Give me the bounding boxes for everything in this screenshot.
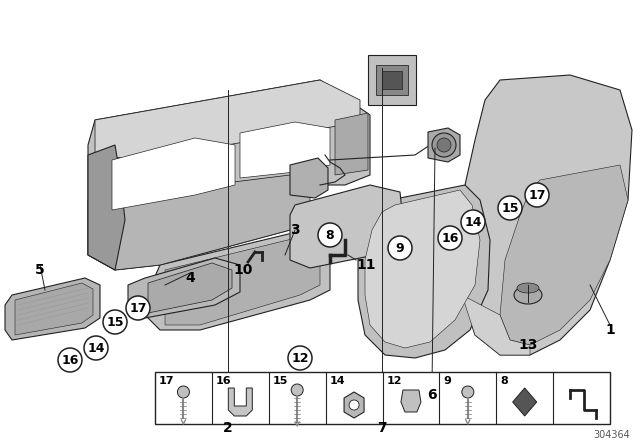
- Polygon shape: [140, 230, 330, 330]
- Polygon shape: [401, 390, 421, 412]
- Polygon shape: [365, 190, 480, 348]
- Text: 15: 15: [501, 202, 519, 215]
- Polygon shape: [513, 388, 537, 416]
- Circle shape: [437, 138, 451, 152]
- Circle shape: [58, 348, 82, 372]
- Text: 4: 4: [185, 271, 195, 285]
- Circle shape: [126, 296, 150, 320]
- Circle shape: [291, 384, 303, 396]
- Text: 16: 16: [442, 232, 459, 245]
- Text: 304364: 304364: [593, 430, 630, 440]
- Polygon shape: [240, 122, 330, 178]
- Text: 12: 12: [387, 376, 402, 386]
- Polygon shape: [165, 237, 320, 325]
- Polygon shape: [128, 258, 240, 318]
- Polygon shape: [88, 175, 310, 270]
- Text: 8: 8: [500, 376, 508, 386]
- Text: 2: 2: [223, 421, 233, 435]
- Text: 16: 16: [61, 353, 79, 366]
- Polygon shape: [5, 278, 100, 340]
- Ellipse shape: [514, 286, 542, 304]
- Circle shape: [432, 133, 456, 157]
- Circle shape: [462, 386, 474, 398]
- Text: 17: 17: [129, 302, 147, 314]
- Circle shape: [318, 223, 342, 247]
- Circle shape: [461, 210, 485, 234]
- Bar: [155, 372, 610, 424]
- Polygon shape: [462, 295, 530, 355]
- Text: 16: 16: [216, 376, 232, 386]
- Polygon shape: [228, 388, 252, 416]
- Ellipse shape: [517, 283, 539, 293]
- Polygon shape: [428, 128, 460, 162]
- Text: 7: 7: [377, 421, 387, 435]
- Polygon shape: [95, 80, 360, 160]
- Polygon shape: [290, 158, 328, 198]
- Text: 12: 12: [291, 352, 308, 365]
- Text: 17: 17: [159, 376, 175, 386]
- Circle shape: [388, 236, 412, 260]
- Polygon shape: [500, 165, 628, 345]
- Text: 9: 9: [396, 241, 404, 254]
- Polygon shape: [112, 138, 235, 210]
- Text: 11: 11: [356, 258, 376, 272]
- Circle shape: [498, 196, 522, 220]
- Text: 9: 9: [444, 376, 451, 386]
- Text: 5: 5: [35, 263, 45, 277]
- Polygon shape: [358, 185, 490, 358]
- Text: 15: 15: [106, 315, 124, 328]
- Circle shape: [349, 400, 359, 410]
- Text: 6: 6: [427, 388, 437, 402]
- Text: 14: 14: [330, 376, 345, 386]
- Polygon shape: [335, 113, 368, 175]
- Circle shape: [177, 386, 189, 398]
- Polygon shape: [88, 145, 125, 270]
- Text: 17: 17: [528, 189, 546, 202]
- Circle shape: [103, 310, 127, 334]
- Text: 10: 10: [233, 263, 252, 277]
- Polygon shape: [290, 185, 405, 268]
- Text: 8: 8: [326, 228, 334, 241]
- Circle shape: [438, 226, 462, 250]
- Bar: [368, 55, 416, 105]
- Text: 14: 14: [464, 215, 482, 228]
- Bar: [376, 65, 408, 95]
- Circle shape: [84, 336, 108, 360]
- Circle shape: [288, 346, 312, 370]
- Circle shape: [525, 183, 549, 207]
- Polygon shape: [15, 283, 93, 335]
- Polygon shape: [344, 392, 364, 418]
- Polygon shape: [88, 80, 370, 270]
- Polygon shape: [148, 263, 232, 313]
- Text: 14: 14: [87, 341, 105, 354]
- Text: 3: 3: [290, 223, 300, 237]
- Text: 13: 13: [518, 338, 538, 352]
- Bar: [382, 71, 402, 89]
- Polygon shape: [460, 75, 632, 355]
- Text: 1: 1: [605, 323, 615, 337]
- Text: 15: 15: [273, 376, 288, 386]
